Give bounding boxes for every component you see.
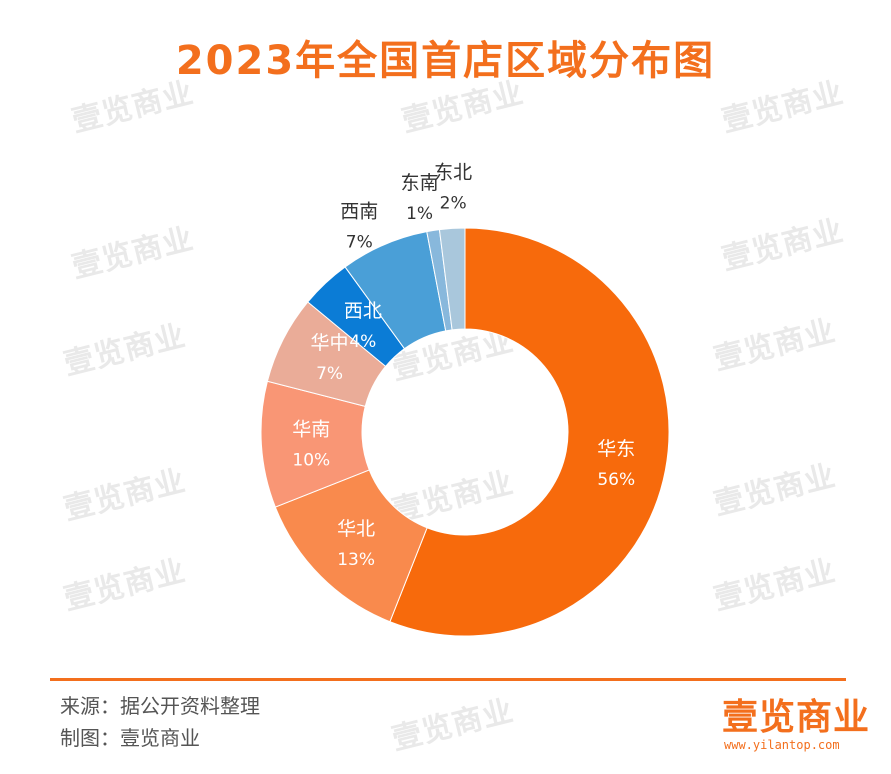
slice-name-label: 华中 — [311, 332, 349, 354]
slice-value-label: 7% — [316, 364, 343, 384]
slice-value-label: 56% — [597, 470, 635, 490]
slice-value-label: 2% — [440, 193, 467, 213]
maker-note: 制图：壹览商业 — [60, 726, 200, 750]
slice-name-label: 华北 — [337, 518, 375, 540]
donut-slices — [260, 227, 670, 637]
brand-url: www.yilantop.com — [724, 738, 840, 752]
chart-title: 2023年全国首店区域分布图 — [175, 38, 716, 84]
slice-name-label: 东南 — [401, 172, 439, 194]
source-note: 来源：据公开资料整理 — [60, 694, 260, 718]
brand-logo: 壹览商业 — [722, 697, 871, 738]
slice-name-label: 华南 — [292, 419, 330, 441]
slice-name-label: 东北 — [434, 161, 472, 183]
slice-name-label: 西北 — [344, 300, 382, 322]
slice-name-label: 西南 — [340, 200, 378, 222]
footer-divider — [50, 678, 846, 681]
donut-slice-8 — [438, 227, 466, 331]
slice-value-label: 1% — [406, 204, 433, 224]
slice-name-label: 华东 — [597, 438, 635, 460]
donut-slice-1 — [389, 227, 670, 637]
slice-value-label: 13% — [337, 550, 375, 570]
slice-value-label: 7% — [346, 232, 373, 252]
slice-value-label: 10% — [292, 451, 330, 471]
slice-labels: 华东 56% 华北 13% 华南 10% 华中 7% 西北 4% 西南 7% 东南 1% 东北 2% — [292, 161, 635, 569]
slice-value-label: 4% — [349, 332, 376, 352]
